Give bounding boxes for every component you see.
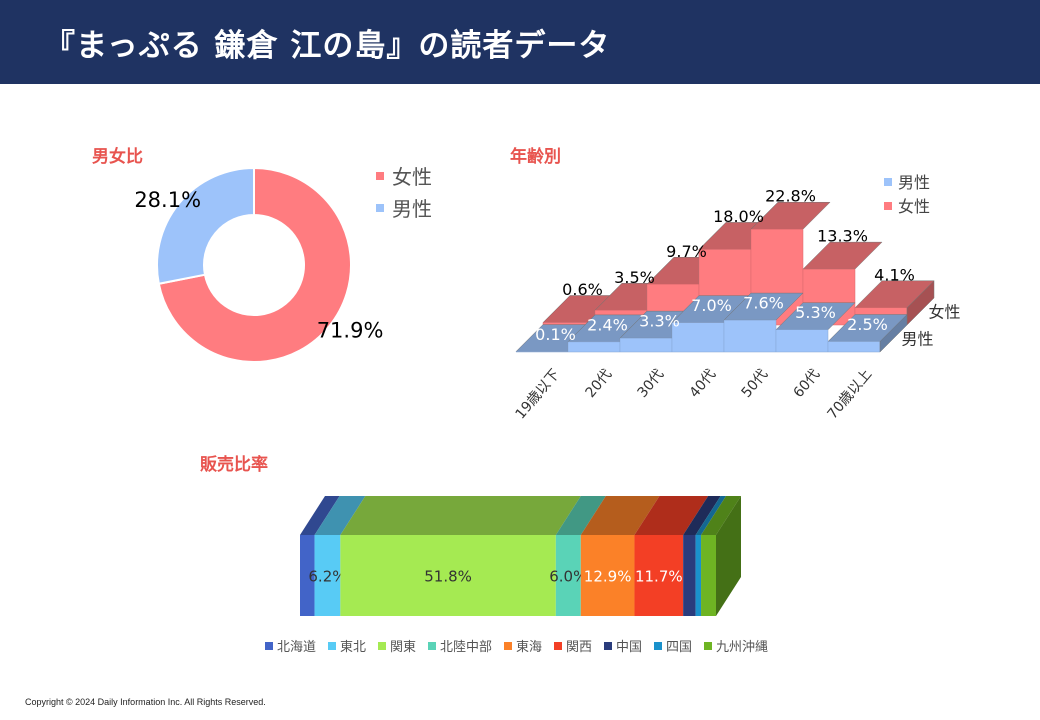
- sales-legend-label-北陸中部: 北陸中部: [440, 639, 492, 655]
- sales-segment-東海: [580, 535, 635, 616]
- sales-segment-北海道: [300, 535, 315, 616]
- donut-label-男性: 28.1%: [134, 188, 201, 212]
- legend-swatch-男性: [376, 204, 384, 212]
- sales-segment-top-関東: [340, 496, 581, 535]
- sales-segment-東北: [314, 535, 341, 616]
- age-data-label-女性-60代: 13.3%: [817, 227, 868, 246]
- age-data-label-女性-40代: 18.0%: [713, 207, 764, 226]
- sales-chart-title: 販売比率: [200, 455, 268, 475]
- age-data-label-男性-19歳以下: 0.1%: [535, 325, 576, 344]
- sales-segment-関西: [634, 535, 684, 616]
- sales-segment-top-九州沖縄: [701, 496, 741, 535]
- sales-bar-side: [716, 496, 741, 616]
- sales-segment-top-関西: [634, 496, 709, 535]
- age-data-label-男性-30代: 3.3%: [639, 312, 680, 331]
- age-data-label-男性-40代: 7.0%: [691, 296, 732, 315]
- age-data-label-男性-70歳以上: 2.5%: [847, 315, 888, 334]
- sales-legend-swatch-北海道: [265, 642, 273, 650]
- sales-data-label-関西: 11.7%: [635, 568, 683, 586]
- sales-legend-label-北海道: 北海道: [277, 640, 316, 655]
- sales-legend-swatch-関東: [378, 642, 386, 650]
- sales-legend-label-関西: 関西: [566, 640, 592, 655]
- legend-label-女性: 女性: [392, 165, 432, 189]
- age-legend-swatch-女性: [884, 202, 892, 210]
- sales-legend-swatch-四国: [654, 642, 662, 650]
- sales-legend-swatch-北陸中部: [428, 642, 436, 650]
- age-data-label-男性-60代: 5.3%: [795, 303, 836, 322]
- sales-legend-label-東海: 東海: [516, 639, 542, 655]
- sales-data-label-東北: 6.2%: [308, 568, 346, 586]
- sales-segment-top-四国: [695, 496, 727, 535]
- copyright-text: Copyright © 2024 Daily Information Inc. …: [25, 697, 266, 707]
- age-data-label-女性-19歳以下: 0.6%: [562, 280, 603, 299]
- sales-segment-九州沖縄: [701, 535, 716, 616]
- sales-data-label-北陸中部: 6.0%: [549, 568, 587, 586]
- age-row-label-男性: 男性: [902, 330, 934, 349]
- sales-legend-label-九州沖縄: 九州沖縄: [716, 640, 768, 655]
- age-data-label-女性-50代: 22.8%: [765, 187, 816, 206]
- sales-data-label-東海: 12.9%: [584, 568, 632, 586]
- sales-segment-top-東北: [314, 496, 366, 535]
- sales-legend-swatch-東北: [328, 642, 336, 650]
- sales-legend-swatch-東海: [504, 642, 512, 650]
- sales-legend-label-四国: 四国: [666, 640, 692, 655]
- age-bar-男性-60代: [775, 329, 829, 353]
- sales-legend-label-東北: 東北: [340, 639, 366, 655]
- header-banner: 『まっぷる 鎌倉 江の島』の読者データ: [0, 0, 1040, 84]
- sales-legend-label-関東: 関東: [390, 639, 416, 655]
- sales-segment-四国: [695, 535, 702, 616]
- donut-label-女性: 71.9%: [317, 318, 384, 342]
- sales-segment-top-北海道: [300, 496, 340, 535]
- sales-data-label-関東: 51.8%: [424, 568, 472, 586]
- age-data-label-女性-30代: 9.7%: [666, 242, 707, 261]
- age-bar-男性-50代: [723, 319, 777, 353]
- donut-slice-男性: [156, 166, 255, 285]
- age-row-label-女性: 女性: [929, 303, 961, 322]
- sales-legend-swatch-関西: [554, 642, 562, 650]
- page-title: 『まっぷる 鎌倉 江の島』の読者データ: [44, 28, 611, 64]
- sales-segment-top-北陸中部: [555, 496, 606, 535]
- age-data-label-女性-70歳以上: 4.1%: [874, 265, 915, 284]
- sales-segment-関東: [340, 535, 556, 616]
- age-data-label-男性-50代: 7.6%: [743, 294, 784, 313]
- legend-swatch-女性: [376, 172, 384, 180]
- age-legend-label-女性: 女性: [898, 197, 930, 216]
- gender-chart-title: 男女比: [92, 147, 143, 167]
- sales-legend-label-中国: 中国: [616, 640, 642, 655]
- age-chart-title: 年齢別: [510, 147, 561, 167]
- age-legend-label-男性: 男性: [898, 173, 930, 192]
- age-legend-swatch-男性: [884, 178, 892, 186]
- age-bar-end-女性: [906, 280, 935, 326]
- age-bar-end-男性: [879, 313, 908, 353]
- age-data-label-男性-20代: 2.4%: [587, 315, 628, 334]
- sales-legend-swatch-中国: [604, 642, 612, 650]
- sales-legend-swatch-九州沖縄: [704, 642, 712, 650]
- donut-slice-女性: [157, 166, 352, 363]
- sales-segment-top-東海: [580, 496, 660, 535]
- sales-segment-中国: [683, 535, 696, 616]
- legend-label-男性: 男性: [392, 197, 432, 221]
- sales-segment-top-中国: [683, 496, 721, 535]
- age-data-label-女性-20代: 3.5%: [614, 268, 655, 287]
- sales-segment-北陸中部: [555, 535, 581, 616]
